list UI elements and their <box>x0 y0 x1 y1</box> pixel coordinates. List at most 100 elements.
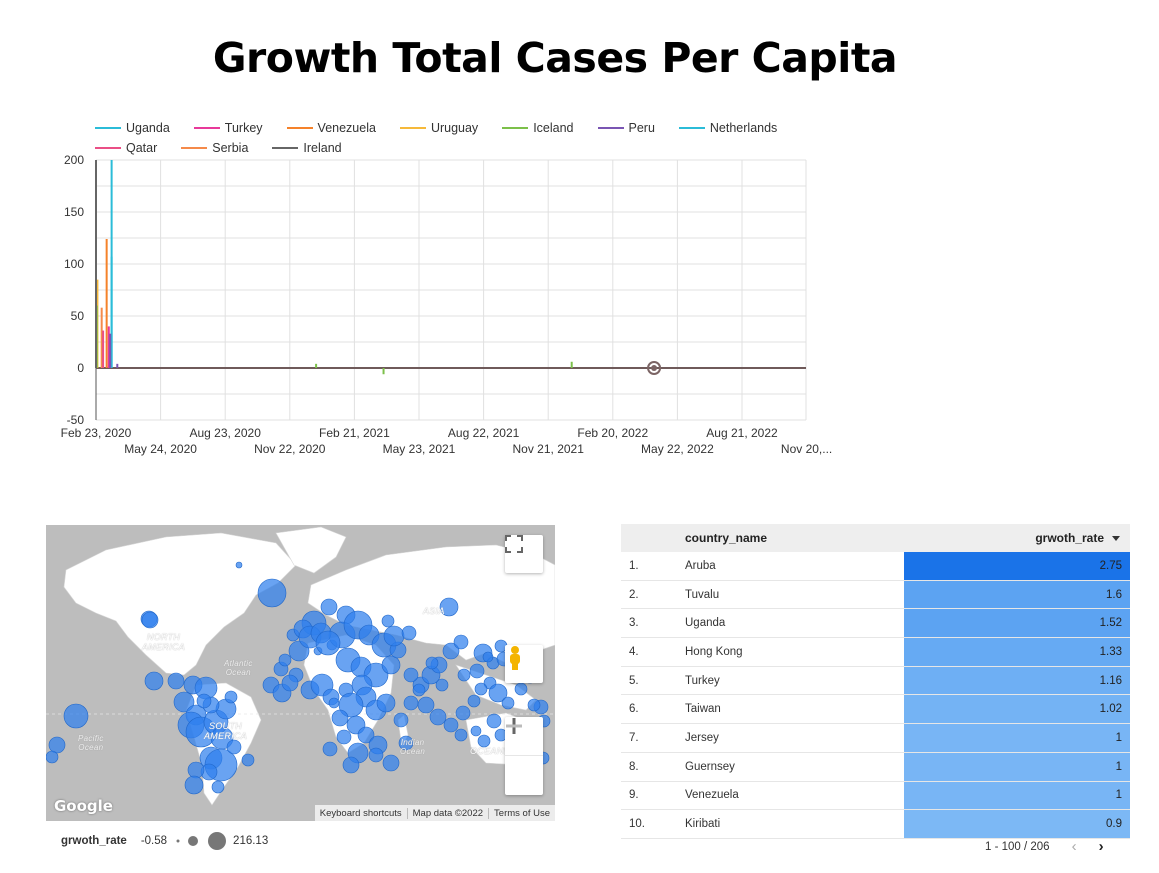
table-row[interactable]: 8. Guernsey 1 <box>621 752 1130 782</box>
legend-swatch <box>272 147 299 149</box>
legend-item-turkey[interactable]: Turkey <box>193 121 263 135</box>
map-bubble[interactable] <box>173 691 195 713</box>
map-bubble[interactable] <box>429 708 447 726</box>
map-bubble[interactable] <box>328 697 340 709</box>
map-bubble[interactable] <box>435 678 449 692</box>
map-bubble[interactable] <box>477 734 491 748</box>
map-bubble[interactable] <box>455 705 471 721</box>
map-bubble[interactable] <box>376 693 396 713</box>
bubble-map[interactable]: NORTH AMERICA SOUTH AMERICA ASIA Atlanti… <box>46 525 555 821</box>
map-bubble[interactable] <box>403 667 419 683</box>
map-bubble[interactable] <box>281 674 299 692</box>
table-row[interactable]: 7. Jersey 1 <box>621 724 1130 753</box>
map-bubble[interactable] <box>467 694 481 708</box>
map-bubble[interactable] <box>241 753 255 767</box>
map-bubble[interactable] <box>187 761 205 779</box>
fullscreen-button[interactable] <box>505 535 543 573</box>
table-row[interactable]: 2. Tuvalu 1.6 <box>621 580 1130 610</box>
table-row[interactable]: 10. Kiribati 0.9 <box>621 810 1130 839</box>
map-bubble[interactable] <box>401 625 417 641</box>
map-bubble[interactable] <box>226 739 242 755</box>
map-bubble[interactable] <box>235 561 243 569</box>
legend-item-iceland[interactable]: Iceland <box>502 121 574 135</box>
map-bubble[interactable] <box>474 682 488 696</box>
map-bubble[interactable] <box>453 634 469 650</box>
legend-item-serbia[interactable]: Serbia <box>181 141 248 155</box>
map-bubble[interactable] <box>488 683 508 703</box>
map-bubble[interactable] <box>398 735 414 751</box>
map-bubble[interactable] <box>342 756 360 774</box>
map-bubble[interactable] <box>184 775 204 795</box>
country-name-header[interactable]: country_name <box>685 531 768 545</box>
map-bubble[interactable] <box>501 696 515 710</box>
row-index: 10. <box>629 818 645 831</box>
map-canvas[interactable] <box>46 525 555 821</box>
map-bubble[interactable] <box>514 682 528 696</box>
map-bubble[interactable] <box>48 736 66 754</box>
legend-item-uruguay[interactable]: Uruguay <box>399 121 478 135</box>
map-bubble[interactable] <box>224 690 238 704</box>
growth-rate-header[interactable]: grwoth_rate <box>904 524 1130 552</box>
map-bubble[interactable] <box>141 611 159 629</box>
map-bubble[interactable] <box>320 598 338 616</box>
legend-item-ireland[interactable]: Ireland <box>272 141 342 155</box>
legend-label: Iceland <box>533 121 574 135</box>
map-bubble[interactable] <box>368 747 384 763</box>
map-bubble[interactable] <box>425 656 439 670</box>
table-row[interactable]: 6. Taiwan 1.02 <box>621 695 1130 725</box>
map-bubble[interactable] <box>469 663 485 679</box>
map-bubble[interactable] <box>486 713 502 729</box>
hover-marker-ring <box>647 361 662 375</box>
map-bubble[interactable] <box>144 671 164 691</box>
legend-item-peru[interactable]: Peru <box>597 121 655 135</box>
table-row[interactable]: 5. Turkey 1.16 <box>621 666 1130 696</box>
map-bubble[interactable] <box>257 578 287 608</box>
map-bubble[interactable] <box>336 729 352 745</box>
table-row[interactable]: 9. Venezuela 1 <box>621 781 1130 811</box>
zoom-out-button[interactable] <box>505 724 543 795</box>
size-circle-large <box>208 832 227 850</box>
map-bubble[interactable] <box>403 695 419 711</box>
map-bubble[interactable] <box>457 668 471 682</box>
map-bubble[interactable] <box>357 726 375 744</box>
map-bubble[interactable] <box>412 683 426 697</box>
map-bubble[interactable] <box>442 642 460 660</box>
map-bubble[interactable] <box>211 780 225 794</box>
table-row[interactable]: 3. Uganda 1.52 <box>621 609 1130 639</box>
map-bubble[interactable] <box>417 696 435 714</box>
map-bubble[interactable] <box>527 698 541 712</box>
table-row[interactable]: 4. Hong Kong 1.33 <box>621 638 1130 667</box>
legend-item-qatar[interactable]: Qatar <box>95 141 157 155</box>
map-bubble[interactable] <box>382 754 400 772</box>
growth-rate-cell: 0.9 <box>904 810 1130 838</box>
map-bubble[interactable] <box>196 693 212 709</box>
map-bubble[interactable] <box>482 651 494 663</box>
map-bubble[interactable] <box>338 692 364 718</box>
map-bubble[interactable] <box>383 625 405 647</box>
legend-label: Ireland <box>303 141 342 155</box>
map-bubble[interactable] <box>315 630 341 656</box>
next-page-icon[interactable]: › <box>1098 838 1104 855</box>
map-bubble[interactable] <box>439 597 459 617</box>
map-bubble[interactable] <box>381 655 401 675</box>
map-bubble[interactable] <box>46 750 59 764</box>
map-bubble[interactable] <box>470 725 482 737</box>
legend-item-netherlands[interactable]: Netherlands <box>678 121 777 135</box>
map-bubble[interactable] <box>393 712 409 728</box>
map-bubble[interactable] <box>63 703 89 729</box>
keyboard-shortcuts-link[interactable]: Keyboard shortcuts <box>319 807 402 819</box>
street-view-button[interactable] <box>505 645 543 683</box>
map-bubble[interactable] <box>443 717 459 733</box>
map-bubble[interactable] <box>381 614 395 628</box>
table-row[interactable]: 1. Aruba 2.75 <box>621 552 1130 581</box>
map-bubble[interactable] <box>278 653 292 667</box>
terms-of-use-link[interactable]: Terms of Use <box>488 807 555 819</box>
map-bubble[interactable] <box>167 672 185 690</box>
legend-item-venezuela[interactable]: Venezuela <box>286 121 376 135</box>
legend-item-uganda[interactable]: Uganda <box>95 121 170 135</box>
map-bubble[interactable] <box>454 728 468 742</box>
previous-page-icon[interactable]: ‹ <box>1071 838 1077 855</box>
row-index: 3. <box>629 617 639 630</box>
map-bubble[interactable] <box>331 709 349 727</box>
map-bubble[interactable] <box>322 741 338 757</box>
